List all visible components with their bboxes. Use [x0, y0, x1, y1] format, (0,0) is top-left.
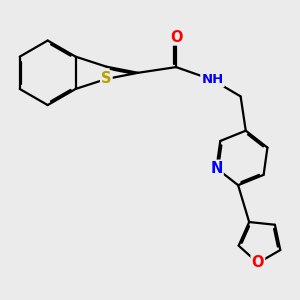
Text: NH: NH: [201, 73, 224, 86]
Text: N: N: [210, 161, 223, 176]
Text: O: O: [252, 256, 264, 271]
Text: S: S: [101, 71, 112, 86]
Text: O: O: [170, 29, 182, 44]
